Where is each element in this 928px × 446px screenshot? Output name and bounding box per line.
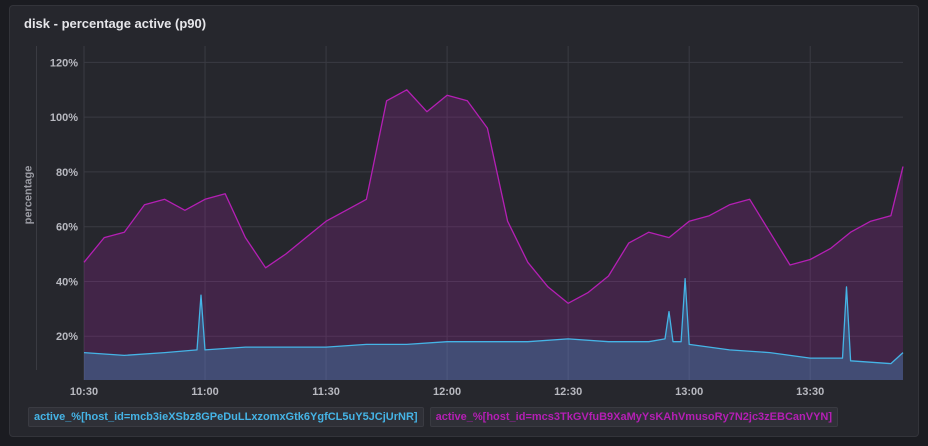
legend-item-1[interactable]: active_%[host_id=mcs3TkGVfuB9XaMyYsKAhVm… [429,407,839,427]
x-tick-labels: 10:30 11:00 11:30 12:00 12:30 13:00 13:30 [70,386,824,398]
series-line-0 [83,278,904,365]
y-tick-label: 80% [56,167,78,179]
legend-item-0[interactable]: active_%[host_id=mcb3ieXSbz8GPeDuLLxzomx… [28,407,424,427]
legend: active_%[host_id=mcb3ieXSbz8GPeDuLLxzomx… [28,407,839,427]
chart-panel: disk - percentage active (p90) [9,5,919,437]
y-tick-labels: 20% 40% 60% 80% 100% 120% [50,57,78,343]
x-tick-label: 13:00 [675,386,703,398]
grid-lines [83,46,903,380]
series-area-0 [84,278,903,380]
y-tick-label: 60% [56,222,78,234]
y-tick-label: 100% [50,112,78,124]
y-axis-line [36,46,37,370]
x-tick-label: 12:00 [433,386,461,398]
x-tick-label: 10:30 [70,386,98,398]
y-tick-label: 40% [56,276,78,288]
x-tick-label: 11:30 [312,386,340,398]
x-tick-label: 11:00 [191,386,219,398]
y-tick-label: 20% [56,331,78,343]
panel-title: disk - percentage active (p90) [24,16,207,31]
series-areas [84,89,903,381]
x-tick-label: 13:30 [796,386,824,398]
series-line-1 [83,89,904,304]
x-tick-label: 12:30 [554,386,582,398]
series-area-1 [84,89,903,381]
series-lines [83,89,904,365]
y-tick-label: 120% [50,57,78,69]
